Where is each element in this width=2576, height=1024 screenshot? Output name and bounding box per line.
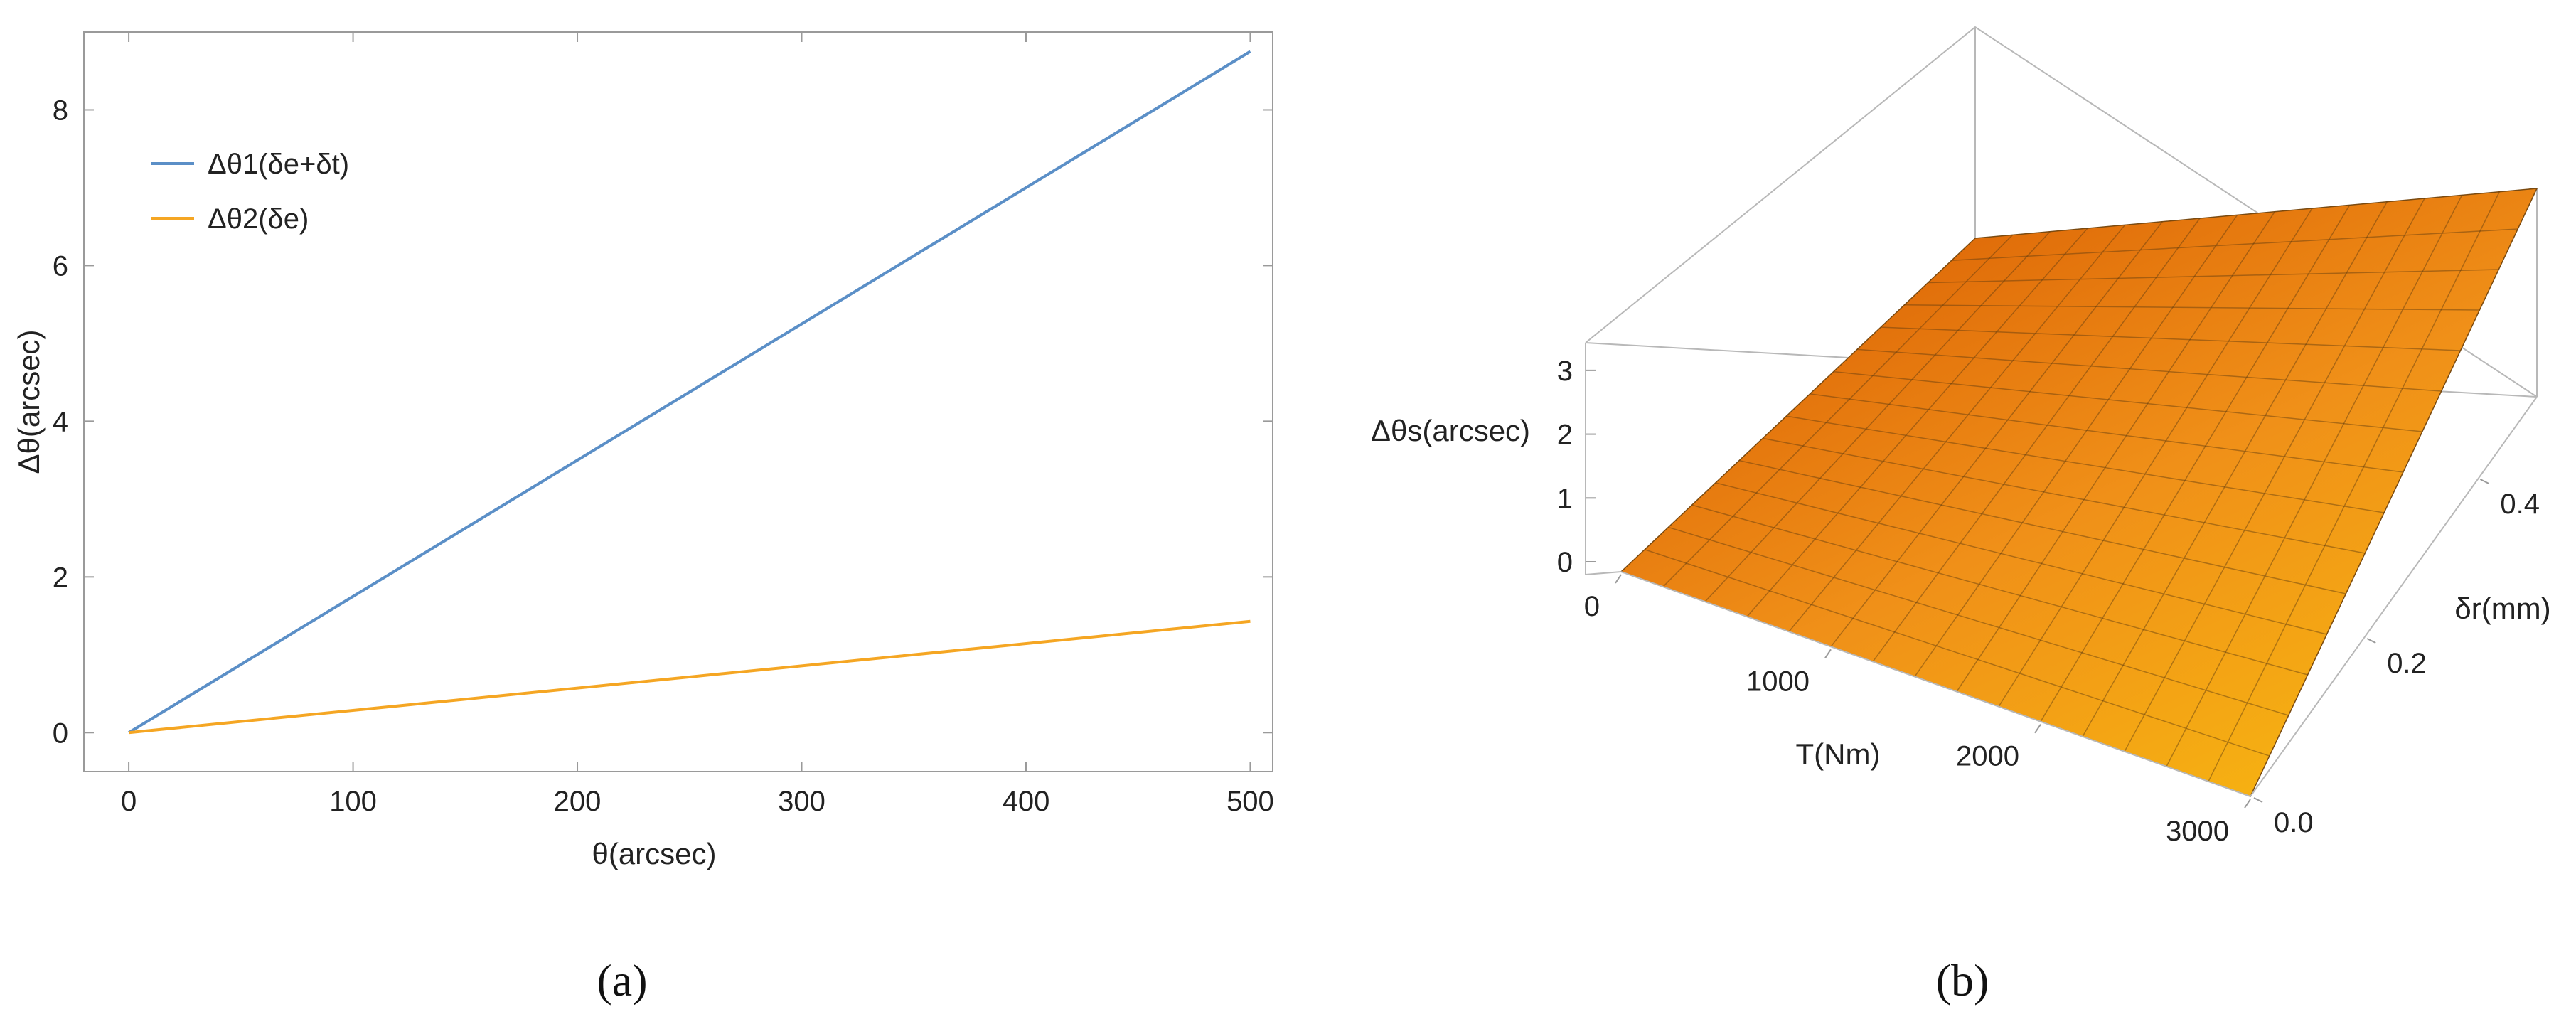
y-axis-label: Δθ(arcsec) xyxy=(12,329,46,474)
x-tick-mark xyxy=(2034,724,2041,734)
y-tick-mark xyxy=(2479,479,2489,484)
surface-grid-line-t xyxy=(2208,191,2501,782)
surface-grid-line-r xyxy=(1786,415,2385,513)
surface-grid-line-t xyxy=(2082,201,2388,737)
surface-grid-line-t xyxy=(1998,208,2313,707)
axis-ticks: 0 1 2 3 0 1000 2000 3000 0.0 0.2 0.4 xyxy=(1557,356,2540,847)
series-line-1 xyxy=(128,50,1251,734)
surface-grid-line-t xyxy=(1914,214,2238,677)
surface-grid-line-r xyxy=(1881,326,2461,351)
y-tick-label: 0.0 xyxy=(2274,807,2314,838)
x-tick-label: 100 xyxy=(329,786,377,817)
x-tick-mark xyxy=(1824,649,1832,658)
surface-grid-line-t xyxy=(1746,228,2088,617)
surface-grid-line-r xyxy=(1691,504,2308,676)
x-tick-label: 400 xyxy=(1003,786,1050,817)
surface-grid-line-t xyxy=(1704,231,2051,602)
z-tick-label: 2 xyxy=(1557,420,1573,451)
x-tick-label: 3000 xyxy=(2166,816,2229,847)
panel-b-caption: (b) xyxy=(1936,955,1989,1006)
x-axis-ticks: 0 100 200 300 400 500 xyxy=(121,32,1274,817)
y-axis-label: δr(mm) xyxy=(2454,592,2550,625)
surface-grid-line-t xyxy=(2124,198,2425,752)
surface-grid-line-t xyxy=(2166,194,2463,767)
y-tick-mark xyxy=(2366,638,2376,644)
legend: Δθ1(δe+δt) Δθ2(δe) xyxy=(151,149,349,235)
plot-frame xyxy=(83,31,1273,772)
z-tick-label: 1 xyxy=(1557,483,1573,514)
z-tick-label: 0 xyxy=(1557,547,1573,578)
surface-grid-line-r xyxy=(1715,482,2327,635)
x-tick-label: 0 xyxy=(1584,591,1600,622)
panel-a: 0 100 200 300 400 500 0 2 4 6 8 Δθ1(δe+δt) Δθ2(δe)… xyxy=(12,31,1274,1006)
x-tick-label: 200 xyxy=(554,786,602,817)
surface-grid-line-t xyxy=(1662,234,2014,587)
x-tick-label: 300 xyxy=(778,786,825,817)
surface-grid-line-r xyxy=(1810,393,2404,473)
legend-label-2: Δθ2(δe) xyxy=(208,203,309,235)
x-tick-label: 2000 xyxy=(1956,741,2019,772)
panel-a-caption: (a) xyxy=(597,955,647,1006)
surface-grid-line-t xyxy=(1788,224,2126,632)
surface-grid-line-t xyxy=(2040,204,2351,722)
surface-grid-line-r xyxy=(1763,437,2366,554)
surface-grid-line-t xyxy=(1830,221,2163,647)
surface-grid-line-r xyxy=(1668,526,2289,716)
x-tick-label: 500 xyxy=(1226,786,1274,817)
surface xyxy=(1620,188,2538,797)
surface-grid-line-r xyxy=(1738,459,2346,594)
y-tick-mark xyxy=(2253,797,2263,803)
surface-grid-line-r xyxy=(1856,348,2442,392)
legend-label-1: Δθ1(δe+δt) xyxy=(208,149,349,180)
surface-grid-line-r xyxy=(1951,228,2518,262)
y-tick-label: 6 xyxy=(53,250,68,282)
x-tick-mark xyxy=(1615,574,1622,584)
z-tick-label: 3 xyxy=(1557,356,1573,387)
y-tick-label: 4 xyxy=(53,406,68,437)
y-tick-label: 0 xyxy=(53,718,68,749)
surface-grid-line-r xyxy=(1833,370,2422,432)
x-tick-label: 1000 xyxy=(1746,666,1810,697)
y-axis-ticks: 0 2 4 6 8 xyxy=(53,95,1273,749)
x-axis-label: T(Nm) xyxy=(1796,737,1881,771)
surface-grid-line-r xyxy=(1904,304,2480,311)
series-lines xyxy=(128,50,1251,735)
surface-grid-line-r xyxy=(1644,549,2270,757)
surface-grid-line-t xyxy=(1956,211,2275,692)
y-tick-label: 8 xyxy=(53,95,68,126)
x-tick-label: 0 xyxy=(121,786,137,817)
surface-grid-line-t xyxy=(1872,218,2201,662)
y-tick-label: 0.4 xyxy=(2500,489,2540,520)
y-tick-label: 2 xyxy=(53,562,68,593)
bounding-box-front xyxy=(1585,396,2538,797)
surface-grid-line-r xyxy=(1928,269,2499,284)
x-axis-label: θ(arcsec) xyxy=(592,837,716,870)
x-tick-mark xyxy=(2244,799,2251,809)
z-axis-label: Δθs(arcsec) xyxy=(1371,414,1530,447)
series-line-2 xyxy=(128,619,1251,735)
panel-b: 0 1 2 3 0 1000 2000 3000 0.0 0.2 0.4 Δθs(arcsec) T… xyxy=(1371,26,2551,1006)
y-tick-label: 0.2 xyxy=(2387,648,2427,679)
